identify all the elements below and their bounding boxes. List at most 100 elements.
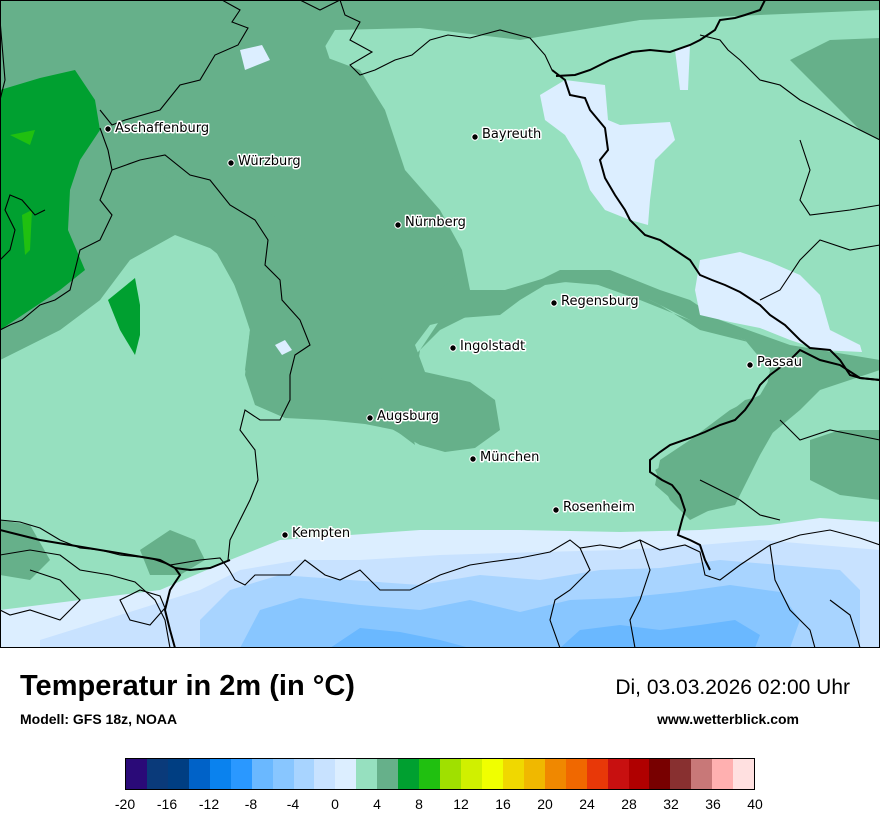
city-dot <box>449 344 457 352</box>
city-dot <box>550 299 558 307</box>
colorbar-swatch <box>628 759 650 789</box>
colorbar-swatch <box>607 759 629 789</box>
colorbar-swatch <box>314 759 336 789</box>
colorbar-swatch <box>209 759 231 789</box>
colorbar-tick-label: 24 <box>579 796 595 812</box>
colorbar-swatch <box>733 759 755 789</box>
website-label: www.wetterblick.com <box>657 711 799 727</box>
city-dot <box>394 221 402 229</box>
city-dot <box>281 531 289 539</box>
temp-zone-dark-green <box>810 430 880 500</box>
city-label: Ingolstadt <box>460 339 525 354</box>
colorbar-tick-label: 4 <box>373 796 381 812</box>
temp-zone-bright-green <box>22 210 32 255</box>
city-label: Kempten <box>292 526 350 541</box>
colorbar-swatch <box>126 759 147 789</box>
map-footer: Temperatur in 2m (in °C) Modell: GFS 18z… <box>0 648 880 830</box>
map-title: Temperatur in 2m (in °C) <box>20 670 355 702</box>
colorbar-swatch <box>419 759 441 789</box>
colorbar-swatch <box>398 759 420 789</box>
temp-zone-deep-blue <box>330 628 470 648</box>
colorbar-swatch <box>251 759 273 789</box>
city-kempten[interactable]: Kempten <box>281 525 352 543</box>
city-label: Regensburg <box>561 294 639 309</box>
colorbar-ticks: -20 -16 -12 -8 -4 0 4 8 12 16 20 24 28 32 36 40 <box>115 796 763 816</box>
colorbar-swatch <box>335 759 357 789</box>
city-label: Augsburg <box>377 409 439 424</box>
temp-zone-dark-green <box>0 520 50 580</box>
temp-zone-pale-blue <box>695 252 862 352</box>
city-ingolstadt[interactable]: Ingolstadt <box>449 338 527 356</box>
city-label: Rosenheim <box>563 500 635 515</box>
city-dot <box>746 361 754 369</box>
city-label: Passau <box>757 355 802 370</box>
colorbar-swatch <box>188 759 210 789</box>
colorbar-swatch <box>523 759 545 789</box>
city-aschaffenburg[interactable]: Aschaffenburg <box>104 120 211 138</box>
colorbar-swatch <box>481 759 503 789</box>
temp-zone-dark-green <box>790 38 880 140</box>
colorbar-swatch <box>440 759 461 789</box>
city-rosenheim[interactable]: Rosenheim <box>552 499 636 517</box>
colorbar-tick-label: 16 <box>495 796 511 812</box>
temp-zone-pale-blue <box>675 45 690 90</box>
colorbar-tick-label: 32 <box>663 796 679 812</box>
colorbar-tick-label: 20 <box>537 796 553 812</box>
city-dot <box>471 133 479 141</box>
colorbar-swatch <box>272 759 294 789</box>
temp-zone-pale-blue <box>240 45 270 70</box>
colorbar-tick-label: -20 <box>114 796 136 812</box>
city-nuernberg[interactable]: Nürnberg <box>394 214 467 232</box>
colorbar-swatch <box>230 759 252 789</box>
temperature-colorbar <box>125 758 755 790</box>
city-label: Aschaffenburg <box>115 121 209 136</box>
colorbar-swatch <box>670 759 692 789</box>
colorbar-tick-label: -8 <box>244 796 258 812</box>
city-label: Würzburg <box>238 154 301 169</box>
colorbar-tick-label: 12 <box>453 796 469 812</box>
city-dot <box>552 506 560 514</box>
colorbar-tick-label: 0 <box>331 796 339 812</box>
colorbar-swatch <box>146 759 168 789</box>
city-wuerzburg[interactable]: Würzburg <box>227 153 302 171</box>
city-dot <box>104 125 112 133</box>
city-markers: Aschaffenburg Bayreuth Würzburg Nürnberg… <box>104 120 803 543</box>
colorbar-swatch <box>356 759 378 789</box>
colorbar-swatch <box>565 759 587 789</box>
colorbar-swatch <box>502 759 524 789</box>
temp-zone-deep-blue <box>560 620 760 648</box>
colorbar-swatch <box>293 759 315 789</box>
colorbar-swatch <box>167 759 189 789</box>
city-muenchen[interactable]: München <box>469 449 541 467</box>
forecast-datetime: Di, 03.03.2026 02:00 Uhr <box>615 676 850 699</box>
colorbar-swatch <box>461 759 482 789</box>
colorbar-swatch <box>377 759 399 789</box>
city-regensburg[interactable]: Regensburg <box>550 293 640 311</box>
colorbar-swatch <box>649 759 671 789</box>
map-canvas: Aschaffenburg Bayreuth Würzburg Nürnberg… <box>0 0 880 648</box>
temp-zone-dark-green <box>0 0 880 520</box>
colorbar-swatch <box>691 759 713 789</box>
city-label: Bayreuth <box>482 127 541 142</box>
city-label: Nürnberg <box>405 215 466 230</box>
city-dot <box>469 455 477 463</box>
temp-zone-bright-green <box>108 278 140 355</box>
model-label: Modell: GFS 18z, NOAA <box>20 711 178 727</box>
temp-zone-pale-blue <box>540 80 675 225</box>
city-dot <box>227 159 235 167</box>
temp-zone-dark-green <box>140 530 205 575</box>
city-dot <box>366 414 374 422</box>
colorbar-swatch <box>544 759 566 789</box>
city-passau[interactable]: Passau <box>746 354 803 372</box>
temperature-map[interactable]: Aschaffenburg Bayreuth Würzburg Nürnberg… <box>0 0 880 648</box>
temp-zone-bright-green <box>10 130 35 145</box>
colorbar-tick-label: -4 <box>286 796 300 812</box>
colorbar-swatch <box>586 759 608 789</box>
city-bayreuth[interactable]: Bayreuth <box>471 126 543 144</box>
colorbar-swatch <box>712 759 734 789</box>
colorbar-tick-label: 28 <box>621 796 637 812</box>
colorbar-tick-label: -12 <box>198 796 220 812</box>
temp-zone-pale-blue <box>275 340 292 355</box>
city-label: München <box>480 450 539 465</box>
city-augsburg[interactable]: Augsburg <box>366 408 441 426</box>
